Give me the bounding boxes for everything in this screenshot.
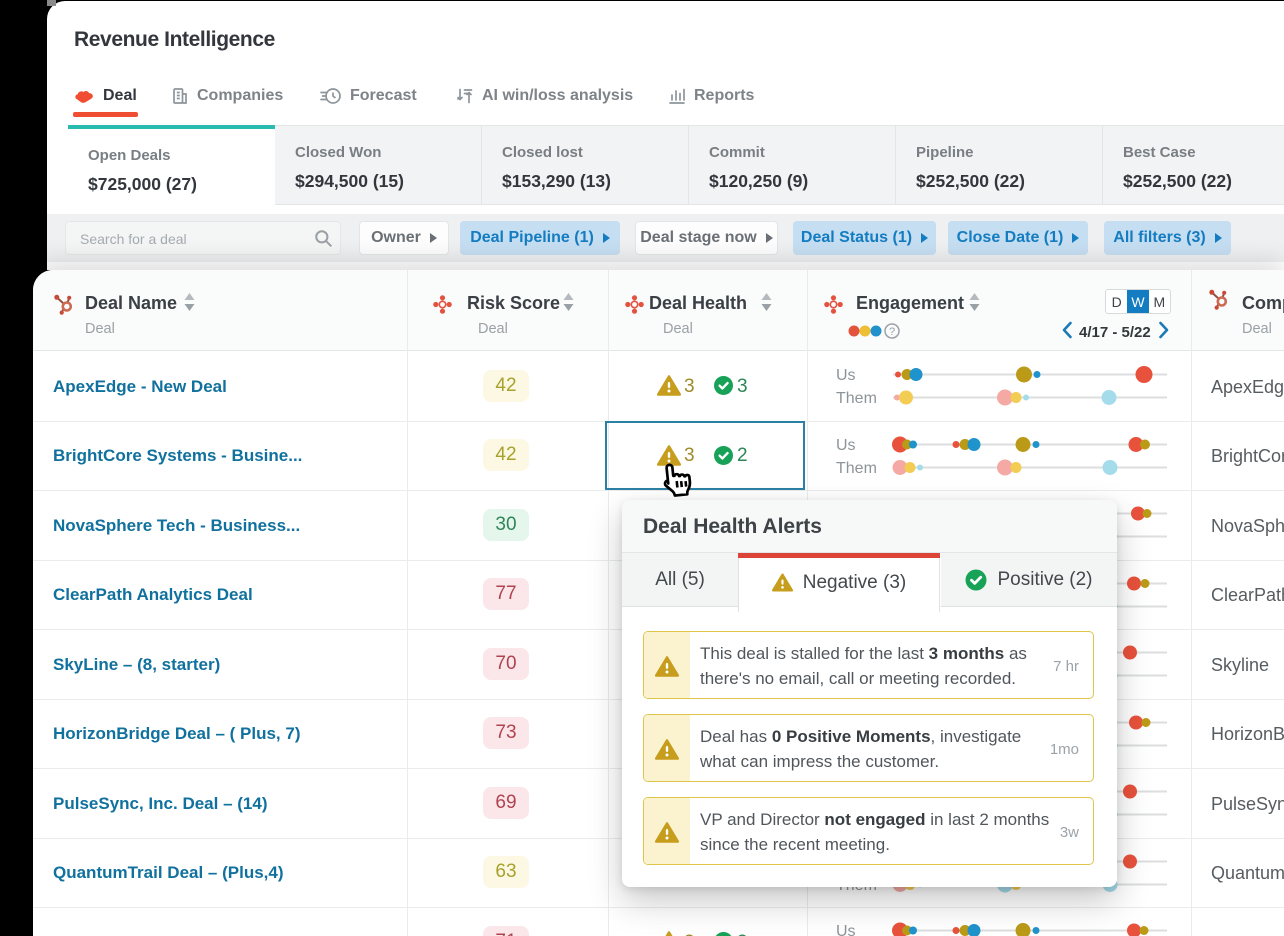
svg-text:Us: Us bbox=[836, 367, 856, 384]
svg-text:Them: Them bbox=[836, 460, 877, 477]
svg-text:Them: Them bbox=[836, 390, 877, 407]
svg-text:?: ? bbox=[889, 326, 895, 338]
svg-text:Us: Us bbox=[836, 923, 856, 936]
svg-text:Us: Us bbox=[836, 437, 856, 454]
